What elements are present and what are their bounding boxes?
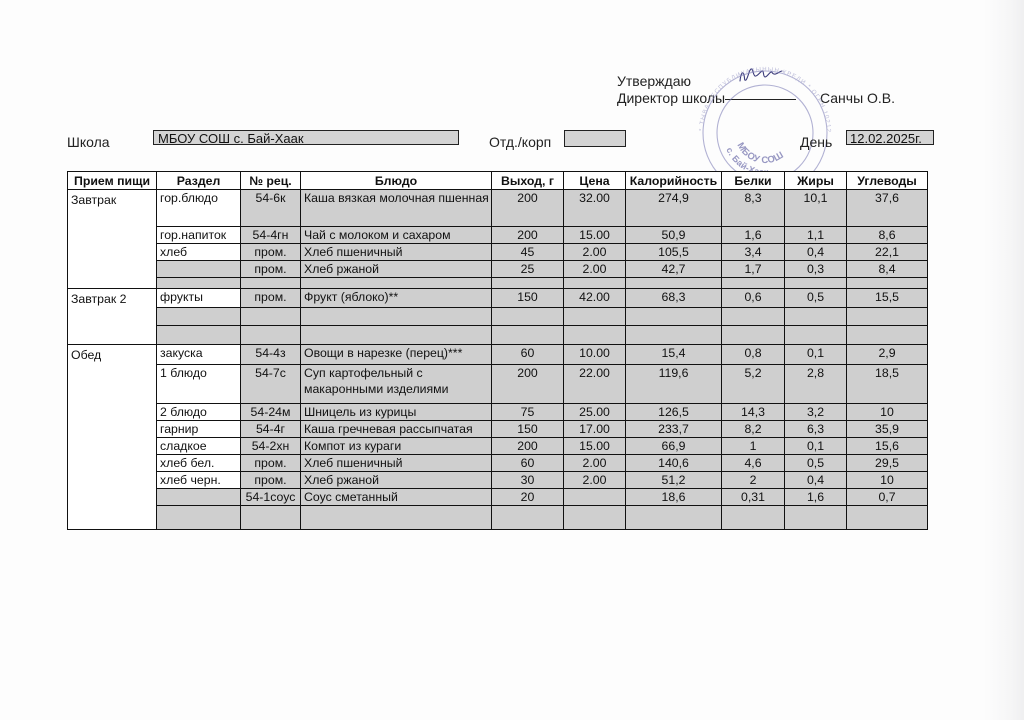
svg-text:* ТЫВА РЕСПУБЛИКАЗЫНЫН КРЕДИ *: * ТЫВА РЕСПУБЛИКАЗЫНЫН КРЕДИ * ОГРН 1021… <box>688 54 831 133</box>
